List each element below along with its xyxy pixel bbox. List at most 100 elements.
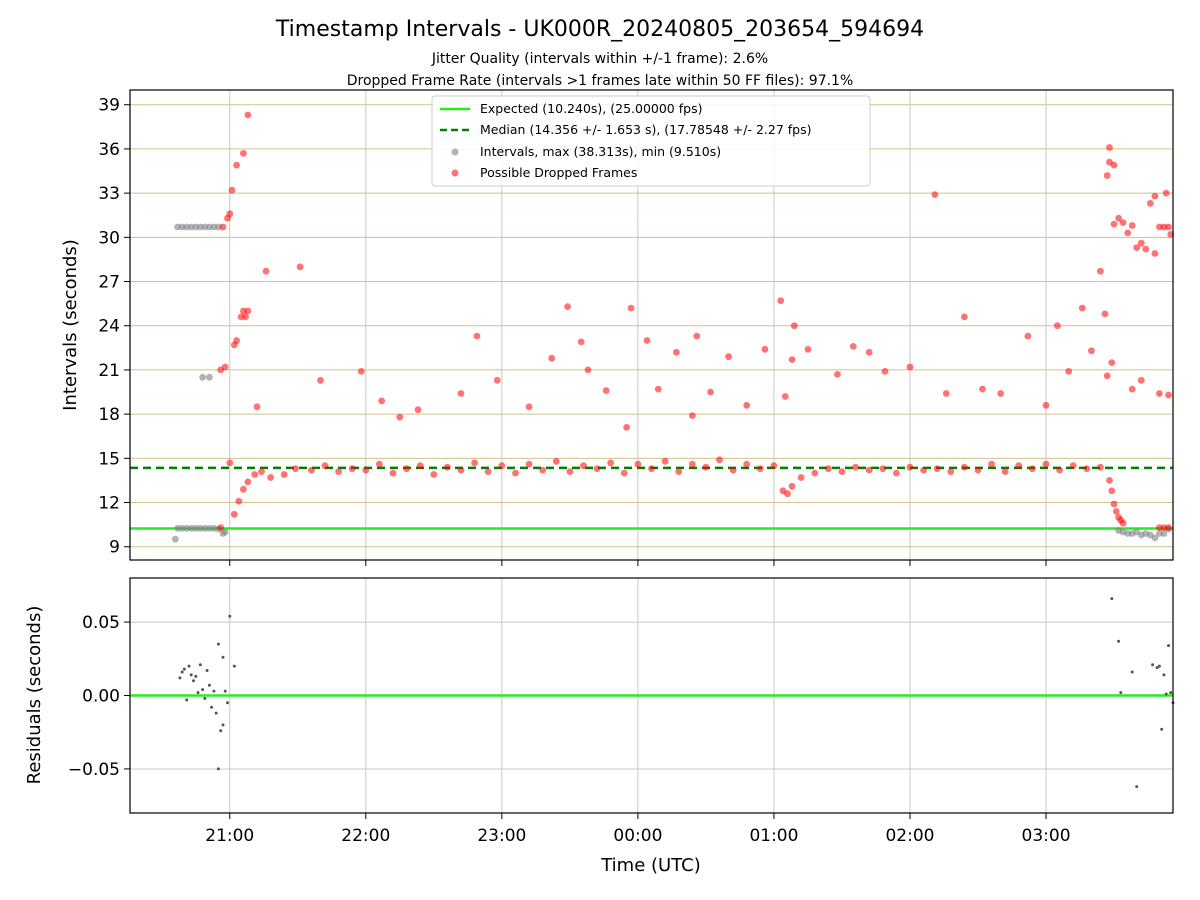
dropped-frame-point	[961, 463, 968, 471]
residual-point	[221, 723, 225, 727]
x-tick-label: 03:00	[1022, 826, 1071, 846]
dropped-frame-point	[788, 356, 796, 363]
dropped-frame-point	[797, 474, 805, 481]
dropped-frame-point	[233, 161, 241, 169]
residual-point	[1164, 692, 1168, 696]
dropped-frame-point	[852, 463, 859, 471]
residual-point	[1160, 727, 1164, 731]
dropped-frame-point	[743, 460, 751, 468]
y-tick-label: 18	[98, 405, 120, 425]
dropped-frame-point	[228, 186, 236, 194]
dropped-frame-point	[280, 471, 288, 478]
dropped-frame-point	[1103, 172, 1111, 179]
dropped-frame-point	[430, 471, 438, 478]
dropped-frame-point	[378, 397, 386, 405]
residuals-points	[178, 597, 1175, 789]
dropped-frame-point	[1078, 304, 1086, 312]
residual-point	[198, 663, 202, 667]
dropped-frame-point	[593, 465, 601, 473]
residual-point	[1135, 785, 1139, 789]
dropped-frame-point	[1001, 468, 1009, 475]
dropped-frame-point	[267, 474, 274, 481]
dropped-frame-point	[235, 497, 243, 505]
dropped-frame-point	[457, 466, 465, 474]
dropped-frame-point	[1162, 189, 1170, 197]
residual-point	[1157, 664, 1161, 668]
dropped-frame-point	[1167, 231, 1175, 238]
dropped-frame-point	[525, 460, 533, 468]
dropped-frame-point	[602, 387, 610, 394]
interval-point	[171, 535, 179, 543]
dropped-frame-point	[1065, 368, 1073, 375]
dropped-frame-point	[217, 524, 225, 531]
dropped-frame-point	[974, 466, 982, 474]
dropped-frame-point	[457, 390, 465, 397]
residual-point	[216, 642, 220, 646]
dropped-frame-point	[1042, 460, 1050, 468]
dropped-frame-point	[893, 469, 900, 477]
interval-point	[199, 373, 207, 381]
dropped-frame-point	[838, 468, 846, 475]
dropped-frame-point	[756, 465, 764, 473]
dropped-frame-point	[244, 307, 252, 315]
residual-point	[223, 689, 227, 693]
dropped-frame-point	[881, 368, 889, 375]
dropped-frame-point	[716, 456, 723, 464]
dropped-frame-point	[979, 385, 986, 393]
dropped-frame-point	[376, 460, 383, 468]
y-tick-label: 27	[98, 273, 120, 293]
dropped-frame-point	[226, 210, 234, 218]
residual-point	[187, 664, 191, 668]
dropped-frame-point	[743, 401, 751, 409]
intervals-plot-frame	[129, 89, 1174, 561]
residual-point	[203, 696, 207, 700]
residuals-y-axis-label: Residuals (seconds)	[24, 606, 45, 785]
x-axis-label: Time (UTC)	[600, 855, 701, 876]
dropped-frame-point	[654, 385, 662, 393]
residual-point	[1162, 673, 1166, 677]
dropped-frame-point	[1112, 508, 1120, 515]
dropped-frame-point	[1015, 462, 1023, 470]
dropped-frame-point	[308, 466, 315, 474]
dropped-frame-point	[219, 223, 227, 231]
dropped-frame-point	[1110, 220, 1118, 228]
dropped-frame-point	[584, 366, 592, 374]
dropped-frame-point	[648, 465, 655, 473]
y-tick-label: 21	[98, 361, 120, 381]
residual-point	[1110, 597, 1114, 601]
residual-point	[212, 689, 216, 693]
dropped-frame-point	[1128, 222, 1136, 229]
dropped-frame-point	[1054, 322, 1061, 330]
residual-point	[214, 711, 218, 715]
dropped-frame-point	[1165, 524, 1172, 531]
dropped-frame-point	[262, 267, 270, 275]
dropped-frame-point	[564, 303, 571, 310]
dropped-frame-point	[920, 466, 927, 474]
y-tick-label: 39	[98, 96, 120, 116]
dropped-frame-point	[1137, 239, 1145, 247]
residual-point	[228, 614, 232, 618]
dropped-frame-point	[906, 363, 914, 371]
dropped-frame-point	[258, 468, 265, 475]
dropped-frame-point	[548, 354, 556, 362]
dropped-frame-point	[1083, 465, 1091, 473]
residual-point	[189, 673, 193, 677]
dropped-frame-point	[607, 459, 615, 467]
dropped-frame-point	[707, 388, 714, 396]
dropped-frame-point	[865, 466, 873, 474]
y-tick-label: 15	[98, 449, 120, 469]
dropped-frame-point	[942, 390, 950, 397]
x-tick-label: 21:00	[205, 826, 254, 846]
dropped-frame-point	[1165, 223, 1172, 231]
dropped-frame-point	[865, 348, 873, 356]
dropped-frame-point	[811, 469, 819, 477]
dropped-frame-point	[825, 465, 832, 473]
residuals-y-ticks: 0.05 0.00 −0.05	[68, 613, 130, 780]
residual-point	[180, 670, 184, 674]
dropped-frame-point	[1119, 219, 1127, 227]
x-tick-label: 23:00	[477, 826, 526, 846]
y-tick-label: 30	[98, 228, 120, 248]
residual-point	[1155, 666, 1159, 670]
dropped-frame-point	[473, 332, 481, 340]
dropped-frame-point	[725, 353, 732, 361]
